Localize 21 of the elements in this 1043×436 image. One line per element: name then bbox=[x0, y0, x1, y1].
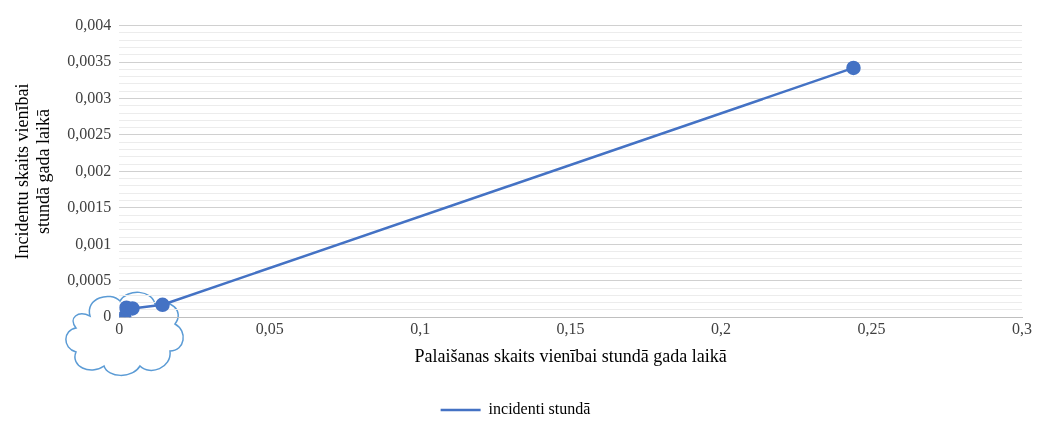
y-tick-label: 0,001 bbox=[75, 234, 112, 252]
y-tick-label: 0,002 bbox=[75, 161, 112, 179]
y-tick-label: 0,003 bbox=[75, 88, 112, 106]
x-tick-label: 0,3 bbox=[1012, 320, 1032, 337]
point bbox=[155, 297, 170, 313]
y-tick-label: 0 bbox=[103, 307, 112, 325]
y-tick-label: 0,0035 bbox=[67, 52, 112, 70]
x-tick-label: 0,05 bbox=[255, 320, 284, 337]
x-axis-title: Palaišanas skaits vienībai stundā gada laikā bbox=[414, 345, 727, 366]
x-tick-label: 0,1 bbox=[410, 320, 431, 337]
y-tick-label: 0,0015 bbox=[67, 198, 112, 216]
y-tick-label: 0,0005 bbox=[67, 270, 112, 288]
x-tick-label: 0,25 bbox=[857, 320, 886, 337]
y-tick-label: 0,004 bbox=[75, 15, 112, 33]
y-tick-label: 0,0025 bbox=[67, 125, 112, 143]
x-tick-label: 0 bbox=[115, 320, 124, 337]
y-axis-title: Incidentu skaits vienībai stundā gada laikā bbox=[11, 83, 54, 260]
point bbox=[846, 60, 861, 76]
legend-label: incidenti stundā bbox=[488, 400, 591, 418]
x-tick-label: 0,15 bbox=[556, 320, 585, 337]
x-tick-label: 0,2 bbox=[711, 320, 732, 337]
